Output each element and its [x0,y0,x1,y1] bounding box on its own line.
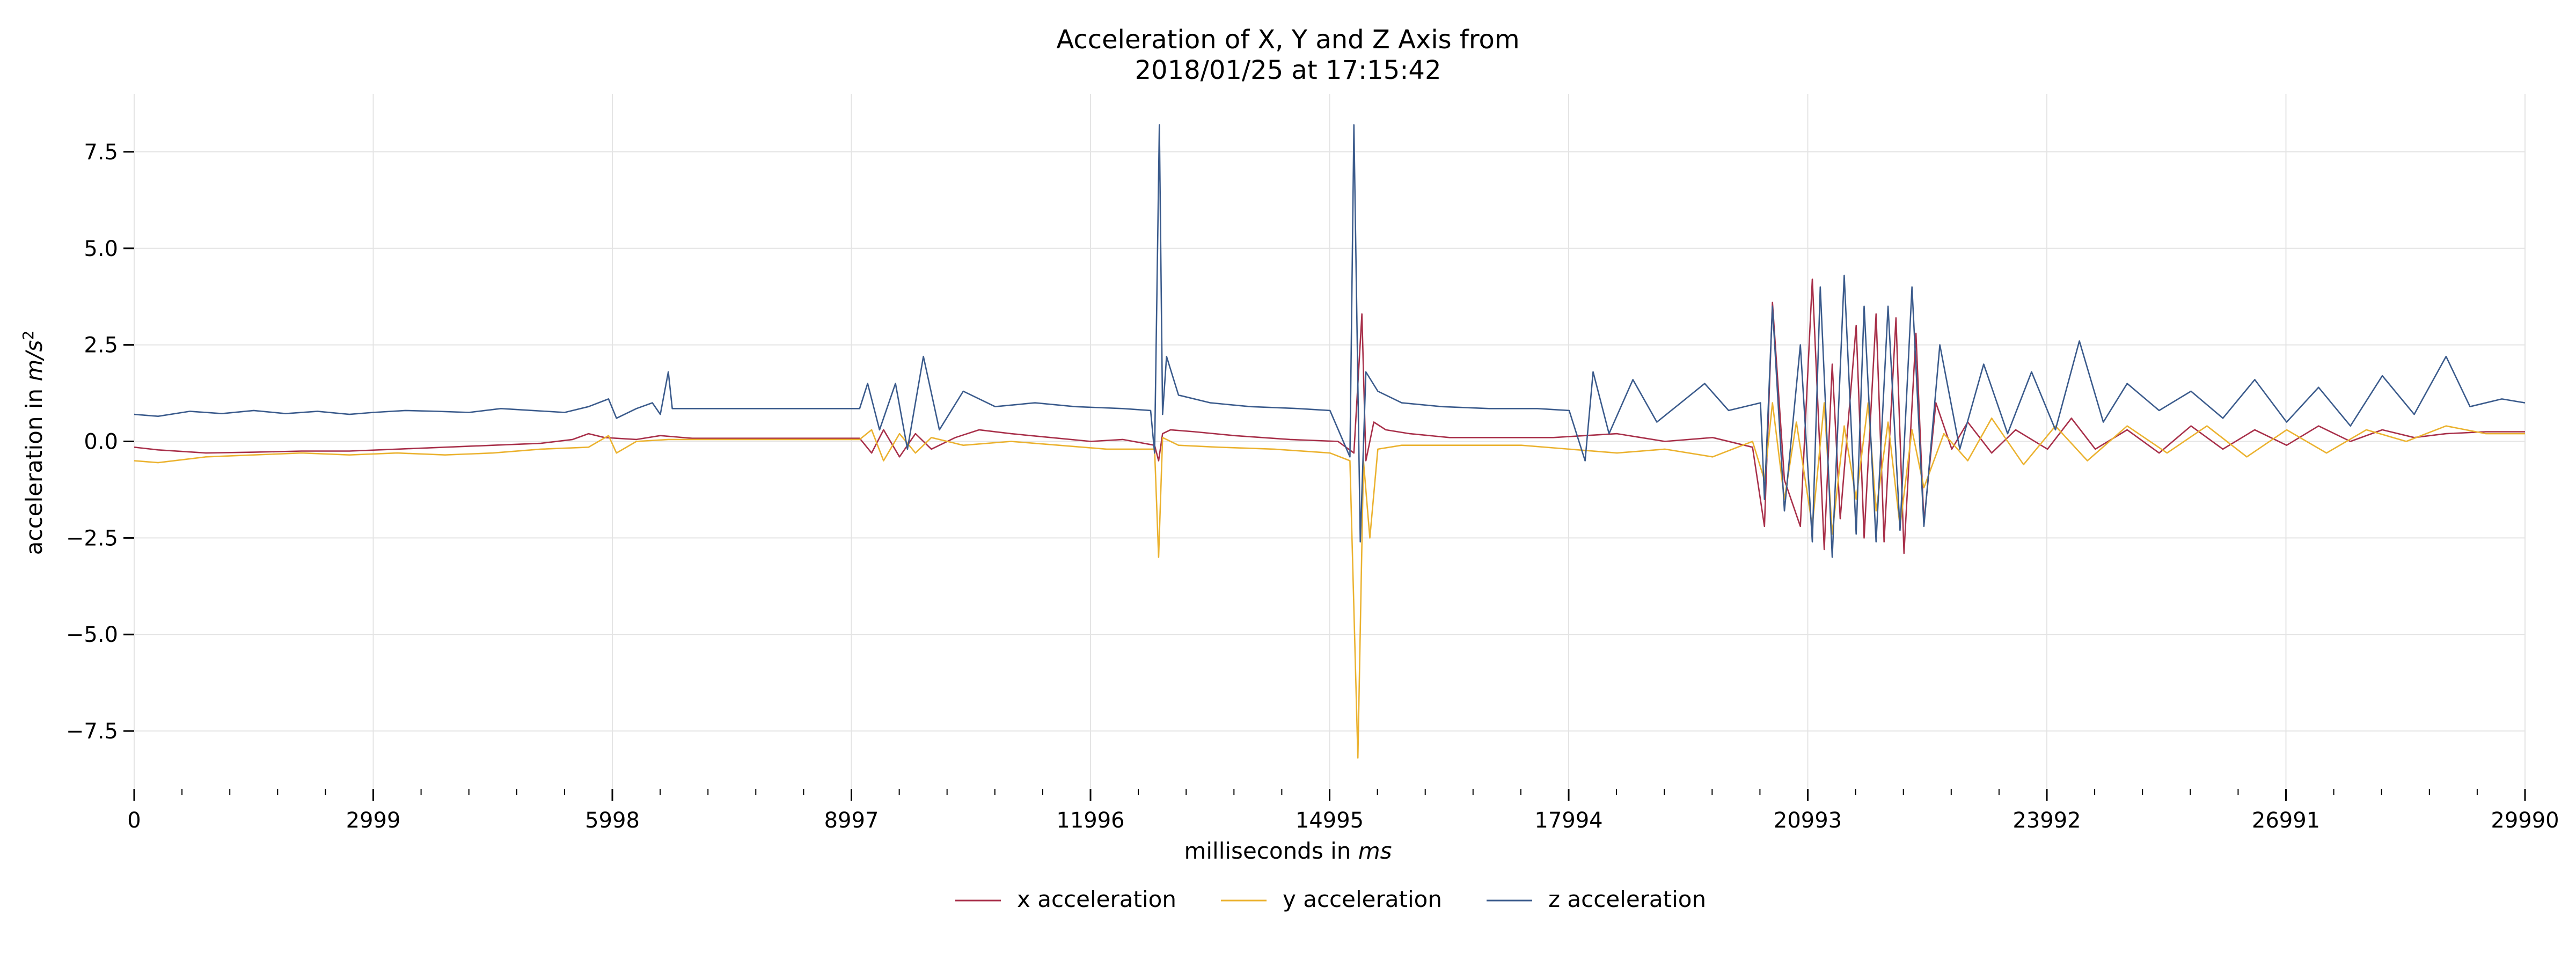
series-line-x-acceleration [134,278,2525,554]
x-tick-label: 26991 [2252,808,2320,833]
x-tick-label: 14995 [1296,808,1364,833]
legend-label: z acceleration [1548,886,1706,912]
y-axis-label: acceleration in m/s2 [19,331,47,555]
x-tick-label: 11996 [1056,808,1124,833]
y-axis-label-exponent: 2 [19,331,37,340]
x-tick-label: 0 [127,808,141,833]
series-line-z-acceleration [134,124,2526,558]
y-tick-label: 7.5 [84,140,118,165]
y-axis-label-text: acceleration in [21,382,47,555]
legend-label: y acceleration [1283,886,1442,912]
x-tick-label: 2999 [346,808,401,833]
x-tick-label: 5998 [585,808,640,833]
y-tick-label: −7.5 [66,719,118,744]
series-line-y-acceleration [134,402,2525,759]
grid-lines [134,94,2526,789]
x-tick-label: 23992 [2012,808,2081,833]
x-tick-label: 29990 [2491,808,2559,833]
x-axis-label-text: milliseconds in [1184,838,1358,864]
x-tick-label: 17994 [1534,808,1602,833]
x-tick-label: 20993 [1774,808,1842,833]
y-tick-label: −2.5 [66,526,118,551]
chart-title-line-1: Acceleration of X, Y and Z Axis from [1056,25,1519,55]
series-lines [134,124,2526,759]
chart-title-line-2: 2018/01/25 at 17:15:42 [1135,55,1441,85]
y-tick-label: −5.0 [66,623,118,647]
x-axis-label-unit: ms [1358,838,1392,864]
x-axis-label: milliseconds in ms [1184,838,1392,864]
y-tick-label: 0.0 [84,430,118,455]
legend: x acceleration y acceleration z accelerati… [955,886,1706,912]
y-axis-label-unit: m/s [21,340,47,382]
y-tick-label: 2.5 [84,333,118,358]
y-tick-label: 5.0 [84,237,118,261]
axes: 0 2999 5998 8997 11996 14995 17994 20993 23992 26… [66,140,2559,833]
x-tick-label: 8997 [824,808,879,833]
legend-label: x acceleration [1017,886,1176,912]
